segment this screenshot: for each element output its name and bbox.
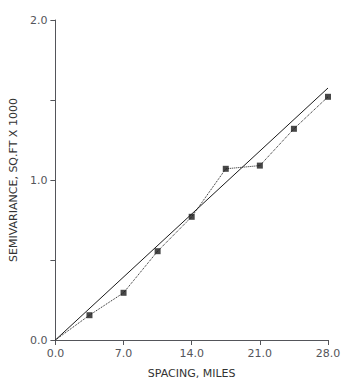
svg-text:SPACING, MILES: SPACING, MILES (148, 367, 236, 380)
svg-text:0.0: 0.0 (30, 334, 48, 347)
svg-text:2.0: 2.0 (30, 14, 48, 27)
svg-text:14.0: 14.0 (179, 347, 204, 360)
svg-text:21.0: 21.0 (248, 347, 273, 360)
svg-text:SEMIVARIANCE, SQ.FT X 1000: SEMIVARIANCE, SQ.FT X 1000 (7, 98, 20, 262)
svg-text:28.0: 28.0 (316, 347, 341, 360)
svg-text:0.0: 0.0 (47, 347, 65, 360)
svg-text:1.0: 1.0 (30, 174, 48, 187)
svg-text:7.0: 7.0 (115, 347, 133, 360)
